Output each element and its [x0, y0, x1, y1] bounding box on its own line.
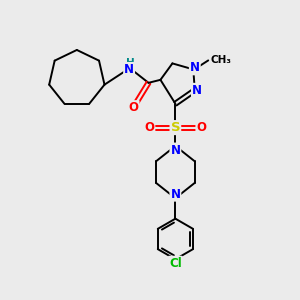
Text: N: N	[190, 61, 200, 74]
Text: O: O	[144, 121, 154, 134]
Text: N: N	[170, 188, 180, 201]
Text: S: S	[171, 121, 180, 134]
Text: N: N	[192, 84, 202, 97]
Text: N: N	[124, 63, 134, 76]
Text: N: N	[170, 143, 180, 157]
Text: H: H	[126, 58, 135, 68]
Text: Cl: Cl	[169, 257, 182, 270]
Text: O: O	[129, 101, 139, 114]
Text: CH₃: CH₃	[211, 56, 232, 65]
Text: O: O	[196, 121, 206, 134]
